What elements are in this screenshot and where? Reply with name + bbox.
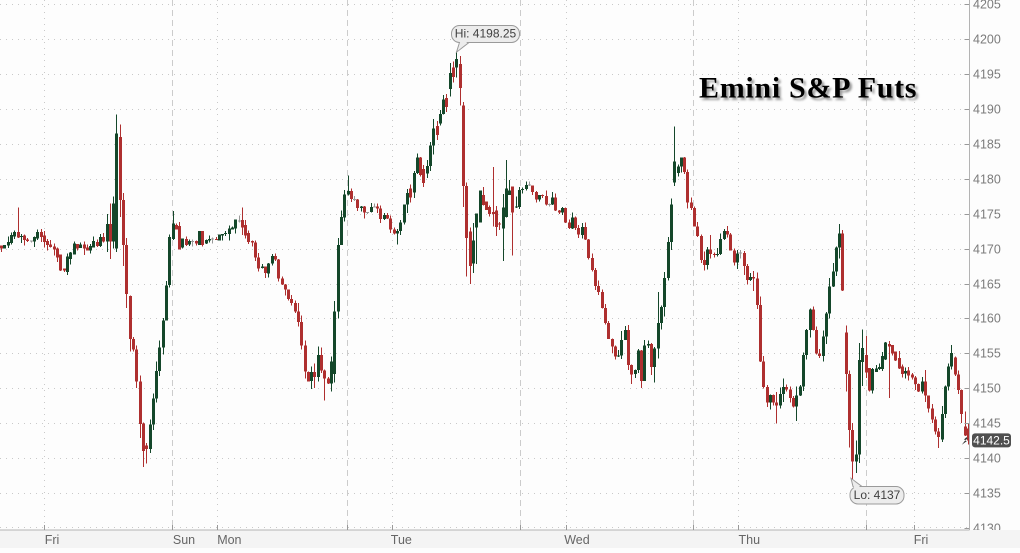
svg-text:4165: 4165 xyxy=(973,278,1001,292)
svg-text:4205: 4205 xyxy=(973,0,1001,12)
svg-text:4200: 4200 xyxy=(973,33,1001,47)
svg-text:4155: 4155 xyxy=(973,347,1001,361)
svg-text:Lo: 4137: Lo: 4137 xyxy=(854,488,901,502)
svg-text:4160: 4160 xyxy=(973,312,1001,326)
svg-text:Sun: Sun xyxy=(173,533,195,547)
svg-text:4142.5: 4142.5 xyxy=(973,434,1010,448)
svg-text:4180: 4180 xyxy=(973,173,1001,187)
svg-text:Fri: Fri xyxy=(914,533,929,547)
svg-text:4135: 4135 xyxy=(973,487,1001,501)
svg-text:4190: 4190 xyxy=(973,103,1001,117)
svg-text:Emini S&P Futs: Emini S&P Futs xyxy=(701,74,919,107)
svg-text:4185: 4185 xyxy=(973,138,1001,152)
svg-text:Wed: Wed xyxy=(564,533,590,547)
svg-text:Mon: Mon xyxy=(217,533,241,547)
svg-text:Hi: 4198.25: Hi: 4198.25 xyxy=(455,27,517,41)
svg-text:4140: 4140 xyxy=(973,452,1001,466)
svg-text:4175: 4175 xyxy=(973,208,1001,222)
svg-text:Emini S&P Futs: Emini S&P Futs xyxy=(699,72,917,105)
svg-text:4150: 4150 xyxy=(973,382,1001,396)
svg-text:Thu: Thu xyxy=(739,533,761,547)
svg-text:Fri: Fri xyxy=(45,533,60,547)
svg-text:4195: 4195 xyxy=(973,68,1001,82)
svg-text:4145: 4145 xyxy=(973,417,1001,431)
svg-text:4170: 4170 xyxy=(973,243,1001,257)
svg-text:Tue: Tue xyxy=(391,533,412,547)
